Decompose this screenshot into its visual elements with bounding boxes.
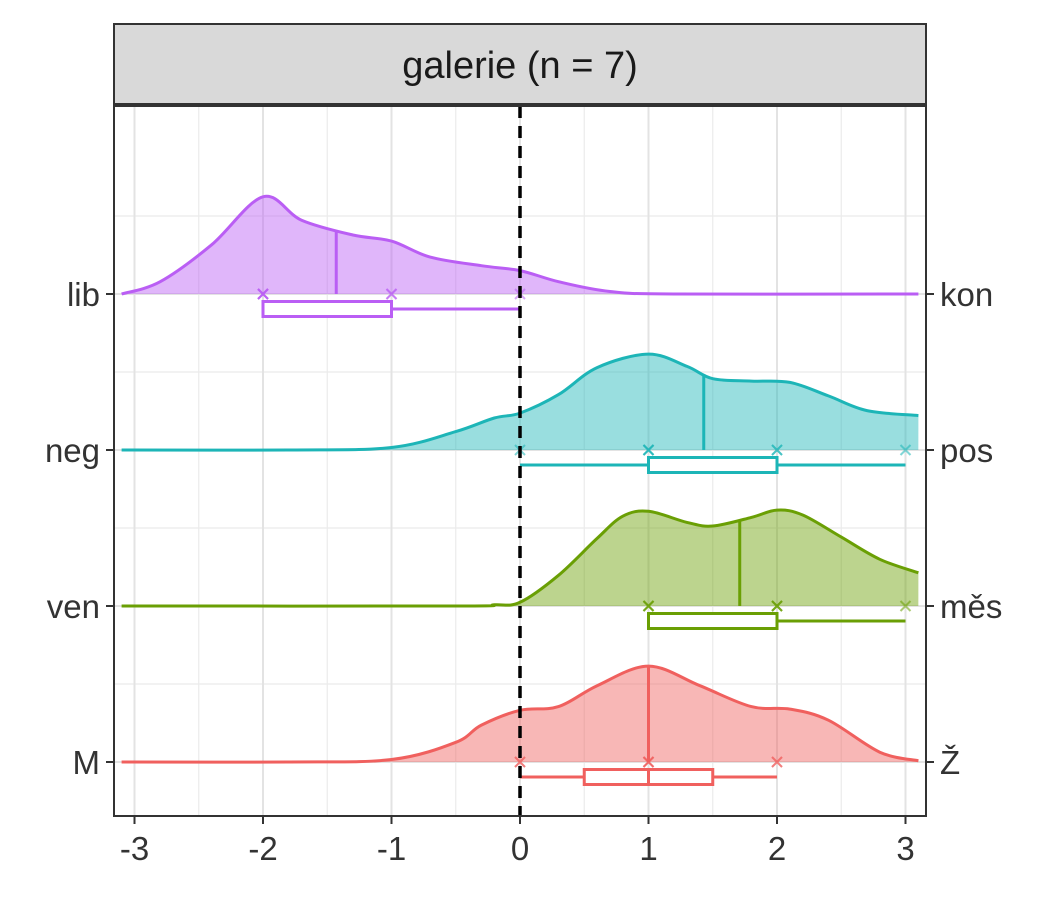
data-point bbox=[514, 756, 526, 768]
y-label-right: pos bbox=[940, 432, 993, 469]
ridge-měs bbox=[121, 508, 919, 630]
density-area bbox=[121, 196, 919, 295]
facet-strip bbox=[113, 23, 927, 105]
ridge-kon bbox=[121, 194, 919, 318]
x-tick-label: -1 bbox=[377, 830, 406, 867]
x-tick-label: 3 bbox=[896, 830, 914, 867]
data-point bbox=[642, 444, 655, 456]
density-line bbox=[121, 508, 919, 608]
density-area bbox=[121, 354, 919, 451]
ridge-pos bbox=[121, 352, 919, 474]
density-area bbox=[121, 509, 919, 607]
y-label-left: neg bbox=[45, 432, 100, 469]
box-iqr bbox=[261, 300, 393, 318]
y-label-right: kon bbox=[940, 276, 993, 313]
box-iqr bbox=[647, 612, 779, 630]
y-label-right: Ž bbox=[940, 744, 960, 781]
x-tick-label: 1 bbox=[639, 830, 657, 867]
box-iqr bbox=[647, 456, 779, 474]
density-line bbox=[121, 194, 919, 296]
y-label-right: měs bbox=[940, 588, 1002, 625]
data-point bbox=[899, 444, 912, 456]
x-tick-label: -2 bbox=[248, 830, 277, 867]
y-label-left: lib bbox=[67, 276, 100, 313]
x-tick-label: 2 bbox=[768, 830, 786, 867]
data-point bbox=[642, 756, 655, 768]
data-point bbox=[257, 288, 269, 300]
density-line bbox=[121, 664, 919, 764]
ridge-series bbox=[121, 194, 919, 786]
data-point bbox=[642, 600, 655, 612]
y-label-left: ven bbox=[47, 588, 100, 625]
data-point bbox=[385, 288, 398, 300]
x-tick-label: -3 bbox=[120, 830, 149, 867]
data-point bbox=[771, 444, 783, 456]
density-line bbox=[121, 352, 919, 452]
data-point bbox=[771, 600, 783, 612]
data-point bbox=[899, 600, 912, 612]
x-tick-label: 0 bbox=[511, 830, 529, 867]
y-label-left: M bbox=[73, 744, 101, 781]
facet-title: galerie (n = 7) bbox=[402, 45, 638, 87]
data-point bbox=[771, 756, 783, 768]
